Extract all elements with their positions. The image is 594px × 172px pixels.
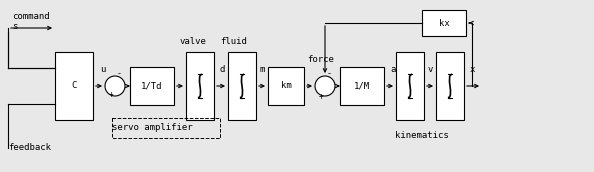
Text: 1/Td: 1/Td xyxy=(141,82,163,90)
Circle shape xyxy=(105,76,125,96)
Text: command
s: command s xyxy=(12,12,50,31)
Text: fluid: fluid xyxy=(220,37,248,46)
Bar xyxy=(55,52,93,120)
Text: 1/M: 1/M xyxy=(354,82,370,90)
Circle shape xyxy=(315,76,335,96)
Text: kx: kx xyxy=(438,19,450,28)
Bar xyxy=(186,52,214,120)
Text: force: force xyxy=(307,56,334,64)
Text: servo amplifier: servo amplifier xyxy=(112,123,192,132)
Bar xyxy=(228,52,256,120)
Text: -: - xyxy=(327,69,331,78)
Text: u: u xyxy=(100,65,105,74)
Bar xyxy=(422,10,466,36)
Text: d: d xyxy=(219,65,225,74)
Bar xyxy=(340,67,384,105)
Text: m: m xyxy=(260,65,266,74)
Text: kinematics: kinematics xyxy=(395,132,449,141)
Text: a: a xyxy=(390,65,396,74)
Text: +: + xyxy=(109,90,113,99)
Bar xyxy=(112,118,220,138)
Bar xyxy=(396,52,424,120)
Text: v: v xyxy=(428,65,434,74)
Bar xyxy=(268,67,304,105)
Text: valve: valve xyxy=(179,37,207,46)
Bar xyxy=(130,67,174,105)
Text: +: + xyxy=(319,92,323,101)
Bar xyxy=(436,52,464,120)
Text: x: x xyxy=(470,65,475,74)
Text: C: C xyxy=(71,82,77,90)
Text: feedback: feedback xyxy=(8,143,51,153)
Text: -: - xyxy=(116,69,122,78)
Text: km: km xyxy=(280,82,292,90)
